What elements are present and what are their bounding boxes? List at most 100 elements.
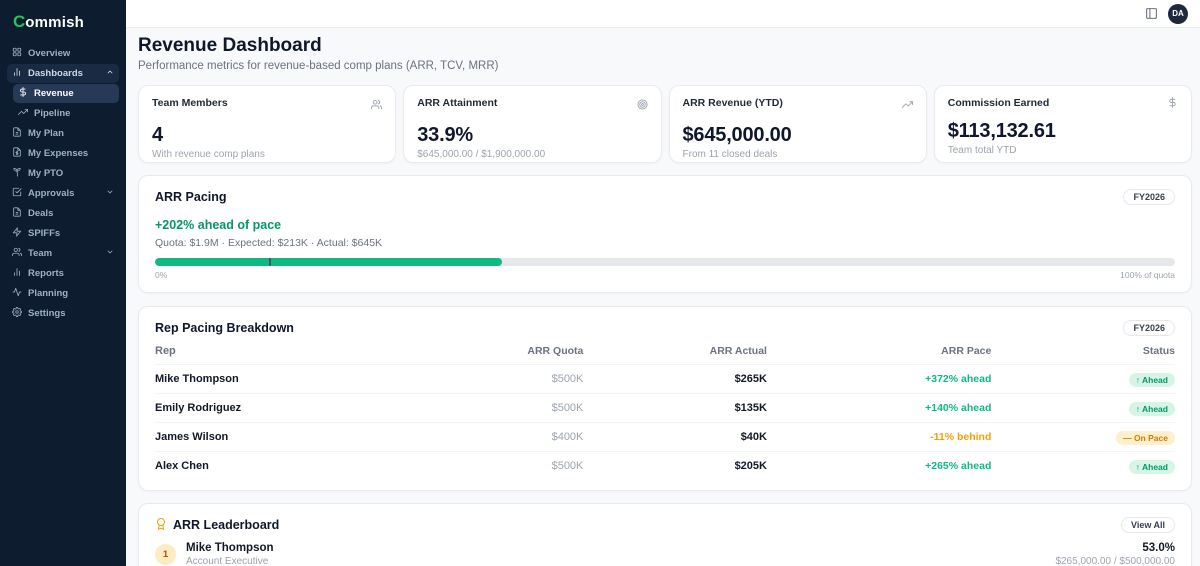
pacing-max-label: 100% of quota bbox=[1120, 270, 1175, 280]
sidebar-item-label: Revenue bbox=[34, 88, 74, 99]
sidebar-item-my-plan[interactable]: My Plan bbox=[7, 124, 119, 143]
sidebar-item-spiffs[interactable]: SPIFFs bbox=[7, 224, 119, 243]
pacing-progress-fill bbox=[155, 258, 502, 266]
sidebar-item-label: Overview bbox=[28, 48, 71, 59]
sidebar-item-planning[interactable]: Planning bbox=[7, 284, 119, 303]
target-icon bbox=[636, 97, 648, 115]
leaderboard-row[interactable]: 1 Mike Thompson Account Executive 53.0% … bbox=[155, 533, 1175, 566]
table-row[interactable]: Alex Chen $500K $205K +265% ahead ↑ Ahea… bbox=[155, 452, 1175, 480]
sidebar-item-pipeline[interactable]: Pipeline bbox=[13, 104, 119, 123]
content: Revenue Dashboard Performance metrics fo… bbox=[126, 28, 1200, 566]
rep-actual: $265K bbox=[734, 373, 767, 385]
award-icon bbox=[155, 517, 167, 533]
table-row[interactable]: Emily Rodriguez $500K $135K +140% ahead … bbox=[155, 394, 1175, 423]
rep-pace: -11% behind bbox=[930, 431, 992, 443]
document-icon bbox=[12, 127, 22, 140]
dollar-icon bbox=[1167, 97, 1178, 111]
sidebar-item-label: Planning bbox=[28, 288, 69, 299]
stat-label: ARR Revenue (YTD) bbox=[682, 97, 783, 109]
fiscal-year-badge[interactable]: FY2026 bbox=[1123, 189, 1175, 205]
column-header-pace: ARR Pace bbox=[941, 345, 992, 357]
pacing-detail: Quota: $1.9M · Expected: $213K · Actual:… bbox=[155, 237, 383, 249]
rep-quota: $400K bbox=[551, 431, 584, 443]
stat-label: ARR Attainment bbox=[417, 97, 498, 109]
table-row[interactable]: Mike Thompson $500K $265K +372% ahead ↑ … bbox=[155, 365, 1175, 394]
palm-icon bbox=[12, 167, 22, 180]
table-row[interactable]: James Wilson $400K $40K -11% behind — On… bbox=[155, 423, 1175, 452]
stat-card-team-members: Team Members 4 With revenue comp plans bbox=[138, 85, 397, 163]
rep-name: James Wilson bbox=[155, 431, 229, 443]
dollar-icon bbox=[18, 86, 28, 100]
pacing-expected-marker bbox=[269, 258, 272, 266]
gear-icon bbox=[12, 306, 22, 320]
sidebar-item-label: My PTO bbox=[28, 168, 64, 179]
leaderboard-title: ARR Leaderboard bbox=[173, 518, 280, 532]
pacing-headline: +202% ahead of pace bbox=[155, 218, 282, 232]
rep-name: Mike Thompson bbox=[155, 373, 239, 385]
arr-pacing-title: ARR Pacing bbox=[155, 190, 227, 204]
sidebar-item-reports[interactable]: Reports bbox=[7, 264, 119, 283]
rep-quota: $500K bbox=[551, 460, 584, 472]
rep-actual: $40K bbox=[740, 431, 767, 443]
sidebar-item-label: My Plan bbox=[28, 128, 64, 139]
sidebar-item-deals[interactable]: Deals bbox=[7, 204, 119, 223]
stat-label: Commission Earned bbox=[947, 97, 1050, 109]
chevron-down-icon bbox=[106, 248, 114, 259]
rep-pace: +372% ahead bbox=[925, 373, 992, 385]
column-header-actual: ARR Actual bbox=[709, 345, 767, 357]
arr-pacing-card: ARR Pacing FY2026 +202% ahead of pace Qu… bbox=[138, 175, 1192, 293]
chevron-up-icon bbox=[106, 68, 114, 79]
sidebar-item-my-expenses[interactable]: My Expenses bbox=[7, 144, 119, 163]
sidebar-item-settings[interactable]: Settings bbox=[7, 304, 119, 323]
sidebar-item-team[interactable]: Team bbox=[7, 244, 119, 263]
status-badge: ↑ Ahead bbox=[1128, 373, 1175, 387]
user-avatar[interactable]: DA bbox=[1168, 3, 1188, 24]
sidebar-item-label: Team bbox=[28, 248, 53, 259]
stat-subtitle: Team total YTD bbox=[947, 145, 1017, 156]
rep-actual: $205K bbox=[734, 460, 767, 472]
document-icon bbox=[12, 207, 22, 220]
brand-logo-name: ommish bbox=[25, 13, 84, 31]
panel-toggle-icon[interactable] bbox=[1145, 7, 1158, 20]
sidebar-item-label: Settings bbox=[28, 308, 66, 319]
users-icon bbox=[371, 97, 383, 115]
stat-subtitle: From 11 closed deals bbox=[682, 149, 778, 160]
rank-badge: 1 bbox=[155, 544, 176, 565]
table-header-row: Rep ARR Quota ARR Actual ARR Pace Status bbox=[155, 336, 1175, 365]
sidebar-item-revenue[interactable]: Revenue bbox=[13, 84, 119, 103]
leaderboard-name: Mike Thompson bbox=[186, 542, 274, 554]
rep-quota: $500K bbox=[551, 402, 584, 414]
column-header-quota: ARR Quota bbox=[527, 345, 584, 357]
view-all-button[interactable]: View All bbox=[1120, 517, 1175, 533]
rep-pace: +140% ahead bbox=[925, 402, 992, 414]
stat-cards-row: Team Members 4 With revenue comp plans A… bbox=[138, 85, 1192, 163]
sidebar-item-dashboards[interactable]: Dashboards bbox=[7, 64, 119, 83]
users-icon bbox=[12, 247, 22, 260]
sidebar-item-label: Dashboards bbox=[28, 68, 83, 79]
sidebar-item-label: Reports bbox=[28, 268, 64, 279]
sidebar-item-label: Pipeline bbox=[34, 108, 71, 119]
stat-card-arr-revenue: ARR Revenue (YTD) $645,000.00 From 11 cl… bbox=[668, 85, 927, 163]
leaderboard-amounts: $265,000.00 / $500,000.00 bbox=[1055, 556, 1175, 566]
trending-up-icon bbox=[17, 107, 28, 120]
status-badge: ↑ Ahead bbox=[1128, 460, 1175, 474]
sidebar-item-overview[interactable]: Overview bbox=[7, 44, 119, 63]
rep-pace: +265% ahead bbox=[925, 460, 992, 472]
column-header-status: Status bbox=[1142, 345, 1175, 357]
rep-quota: $500K bbox=[551, 373, 584, 385]
status-badge: — On Pace bbox=[1116, 431, 1175, 445]
rep-name: Alex Chen bbox=[155, 460, 209, 472]
brand-logo[interactable]: C ommish bbox=[7, 8, 119, 44]
document-dollar-icon bbox=[12, 147, 22, 160]
fiscal-year-badge[interactable]: FY2026 bbox=[1123, 320, 1175, 336]
stat-subtitle: With revenue comp plans bbox=[152, 149, 265, 160]
main-area: DA Revenue Dashboard Performance metrics… bbox=[126, 0, 1200, 566]
zap-icon bbox=[12, 227, 22, 240]
bar-chart-icon bbox=[12, 67, 22, 80]
sidebar-item-my-pto[interactable]: My PTO bbox=[7, 164, 119, 183]
stat-value: $113,132.61 bbox=[947, 120, 1056, 142]
sidebar-item-label: Deals bbox=[28, 208, 54, 219]
sidebar-item-approvals[interactable]: Approvals bbox=[7, 184, 119, 203]
brand-logo-mark: C bbox=[13, 12, 26, 31]
